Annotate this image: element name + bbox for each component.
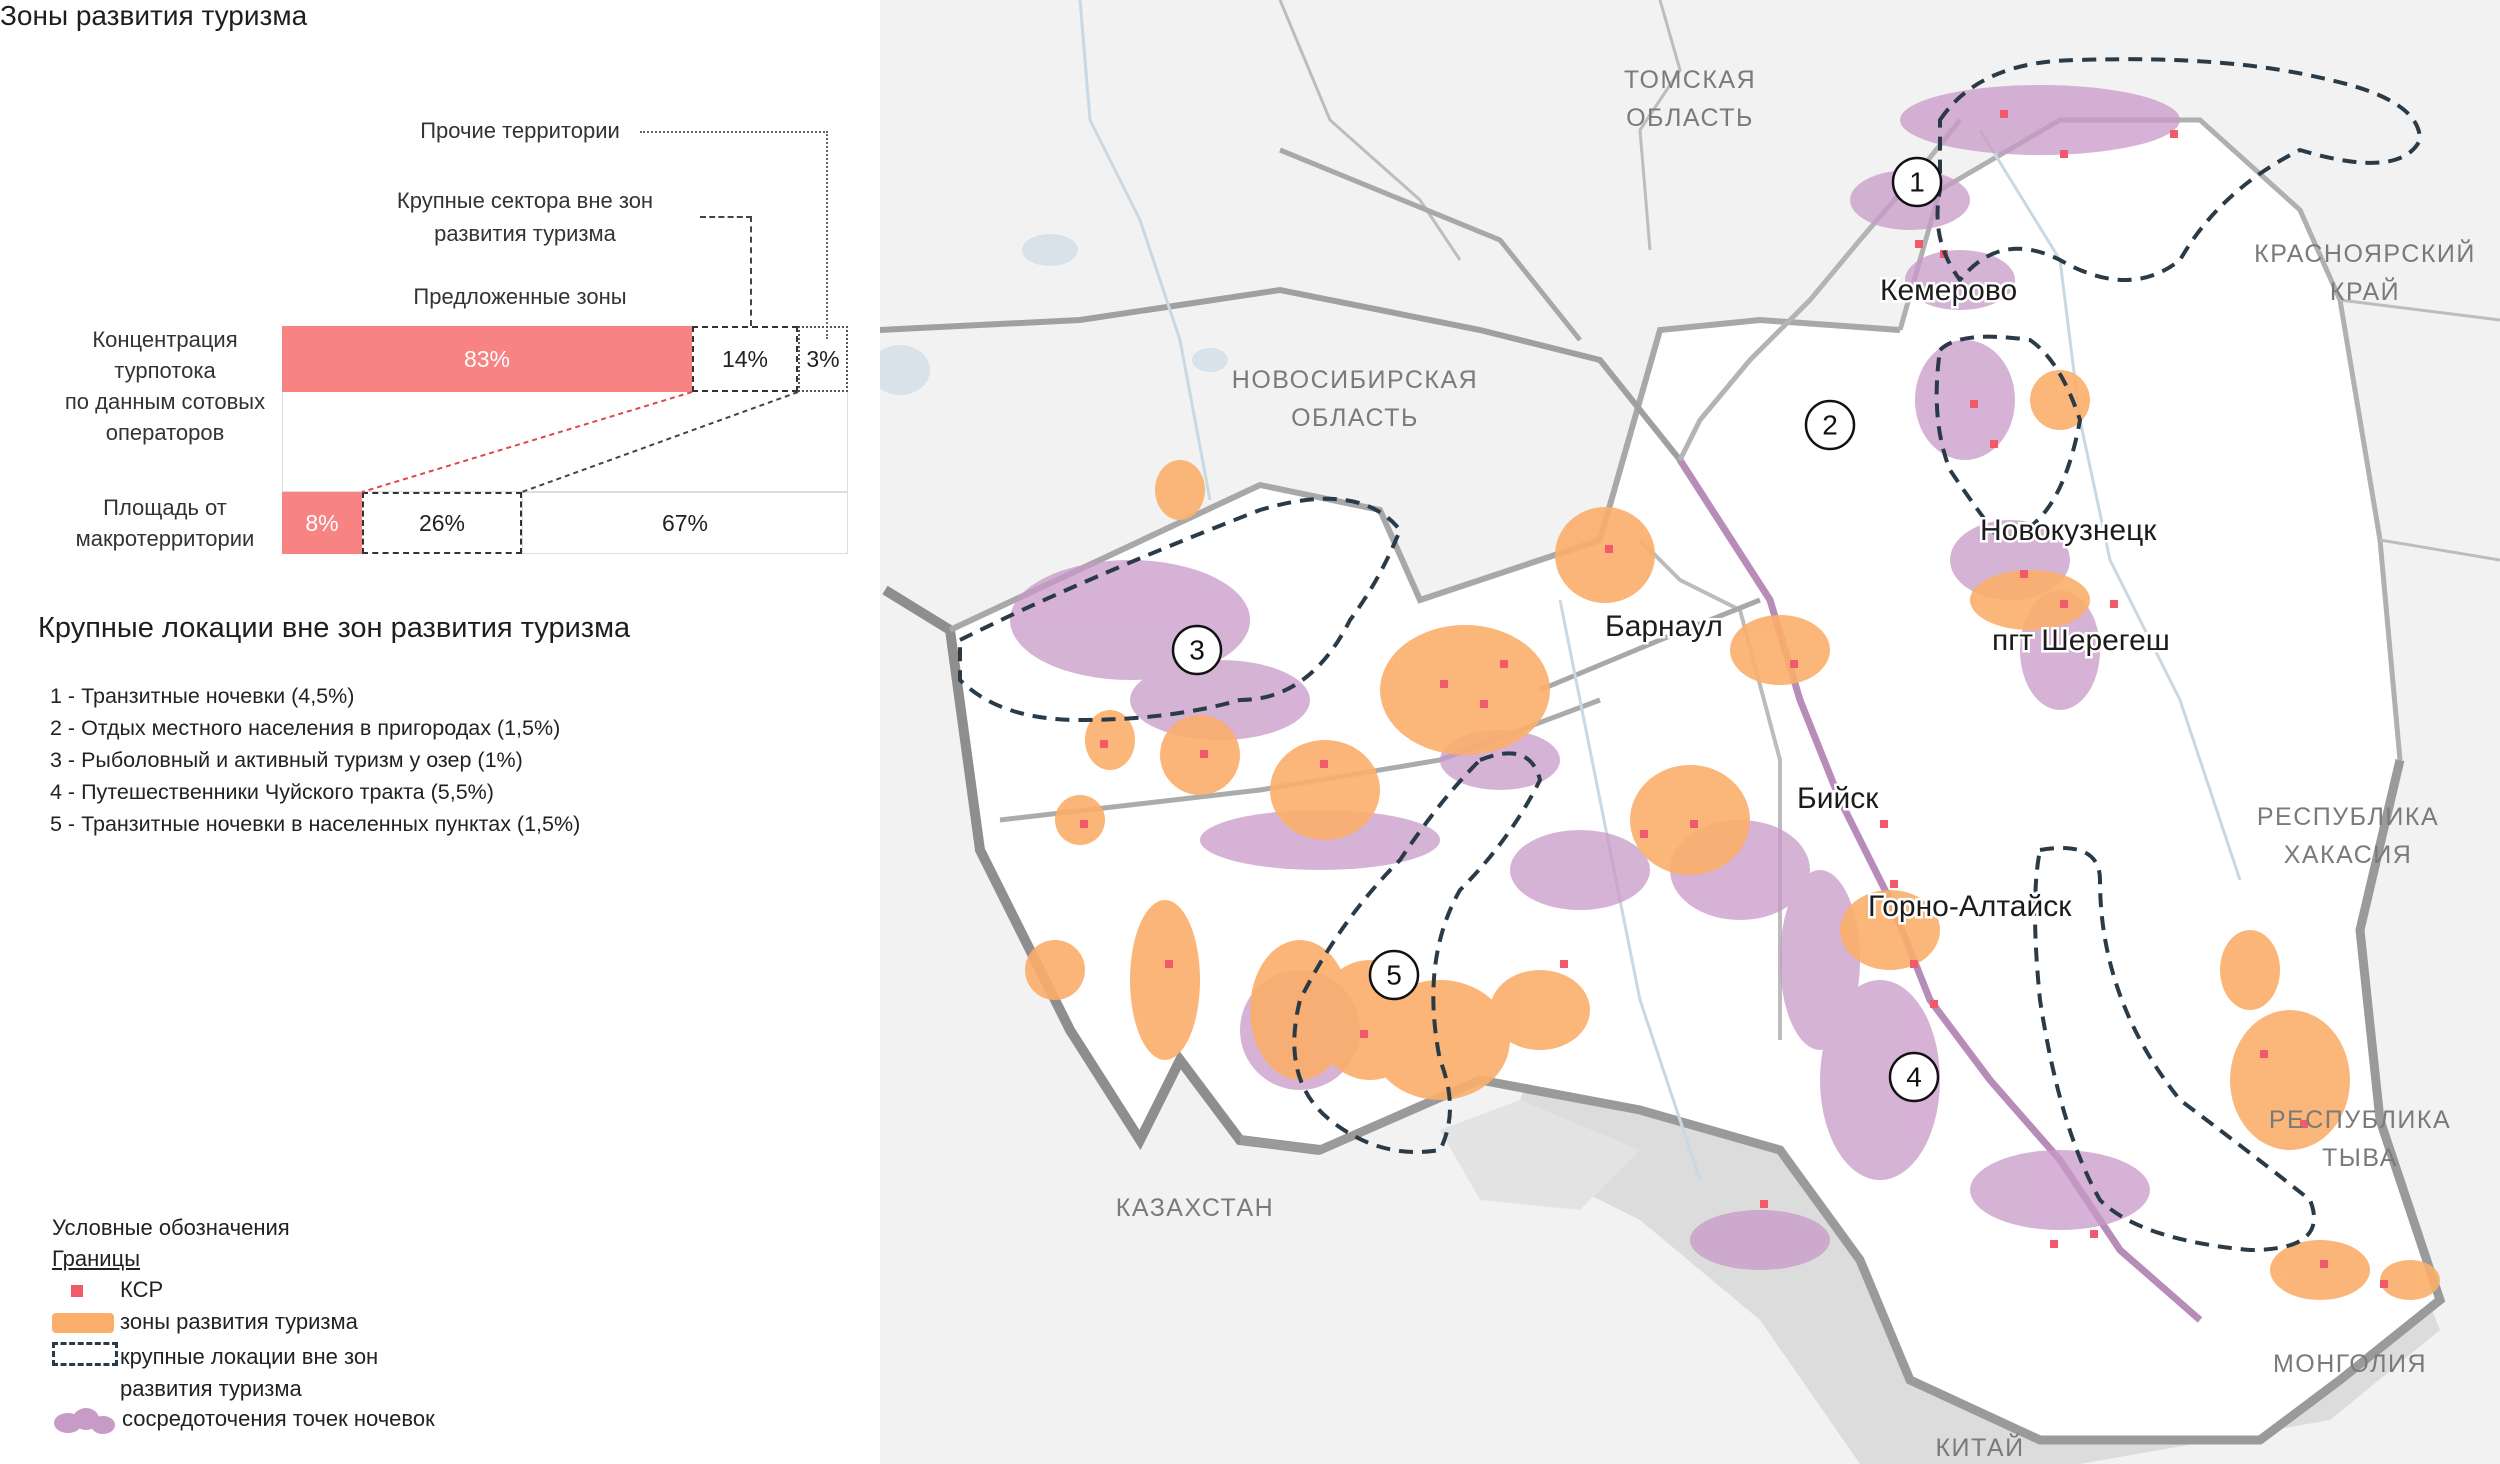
region-label-tomsk: ТОМСКАЯ ОБЛАСТЬ bbox=[1624, 66, 1756, 132]
city-label-novokuznetsk: Новокузнецк bbox=[1980, 514, 2157, 547]
city-label-kemerovo: Кемерово bbox=[1880, 274, 2017, 307]
zone-marker-label: 2 bbox=[1822, 410, 1838, 441]
highway bbox=[1539, 597, 1761, 693]
ksr-square-icon bbox=[71, 1285, 83, 1297]
tourism-zone-swatch bbox=[52, 1313, 114, 1333]
region-border bbox=[1897, 117, 2403, 761]
row-label-flow: Концентрация турпотока по данным сотовых… bbox=[64, 327, 266, 445]
zone-marker-label: 4 bbox=[1906, 1062, 1922, 1093]
city-labels: Кемерово Новокузнецк пгт Шерегеш Барнаул… bbox=[1603, 272, 2173, 926]
outline-zone-5 bbox=[1292, 751, 1543, 1154]
location-item: 2 - Отдых местного населения в пригорода… bbox=[50, 716, 561, 740]
map: 1 2 3 4 5 ТОМСКАЯ ОБЛАСТЬ НОВОСИБИРСКАЯ ОБ… bbox=[880, 0, 2500, 1464]
outside-locations bbox=[958, 57, 2423, 1253]
legend-label: зоны развития туризма bbox=[120, 1309, 358, 1334]
region-border bbox=[1638, 0, 1682, 251]
region-label-khakassia: РЕСПУБЛИКА ХАКАСИЯ bbox=[2257, 803, 2439, 869]
leader-line bbox=[700, 216, 752, 218]
legend-label: сосредоточения точек ночевок bbox=[122, 1406, 435, 1431]
region-border bbox=[2339, 298, 2500, 322]
lake bbox=[1022, 234, 1078, 266]
ksr-points bbox=[1080, 110, 2388, 1288]
outline-zone-3 bbox=[958, 496, 1403, 723]
tourism-zones bbox=[1025, 370, 2440, 1300]
outline-zone-1 bbox=[1935, 57, 2423, 284]
river bbox=[1078, 0, 1212, 501]
outside-sectors-label: Крупные сектора вне зон развития туризма bbox=[396, 188, 654, 246]
zone-marker-5 bbox=[1368, 949, 1420, 1001]
chart-frame bbox=[282, 392, 848, 492]
region-label-krasnoyarsk: КРАСНОЯРСКИЙ КРАЙ bbox=[2254, 238, 2476, 306]
lake bbox=[1192, 348, 1228, 372]
region-border bbox=[1638, 538, 1782, 1040]
bar-area-outside: 26% bbox=[362, 492, 522, 554]
zone-marker-2 bbox=[1804, 399, 1856, 451]
legend-bounds: Границы bbox=[52, 1246, 140, 1271]
zone-markers: 1 2 3 4 5 bbox=[1171, 156, 1943, 1103]
outline-zone-2 bbox=[1934, 334, 2083, 543]
mountain-relief bbox=[1440, 1100, 1640, 1210]
dashed-outline-swatch bbox=[52, 1342, 118, 1366]
outline-zone-4 bbox=[2033, 846, 2316, 1253]
row-label-area: Площадь от макротерритории bbox=[75, 495, 255, 551]
connector-lines bbox=[361, 391, 799, 493]
zone-marker-label: 1 bbox=[1909, 167, 1925, 198]
region-label-mongolia: МОНГОЛИЯ bbox=[2273, 1350, 2427, 1378]
bar-area-proposed: 8% bbox=[282, 492, 362, 554]
region-label-china: КИТАЙ bbox=[1935, 1432, 2024, 1462]
legend-label: крупные локации вне зон развития туризма bbox=[120, 1344, 379, 1401]
location-item: 3 - Рыболовный и активный туризм у озер … bbox=[50, 748, 523, 772]
city-label-biysk: Бийск bbox=[1797, 782, 1879, 815]
proposed-zones-label: Предложенные зоны bbox=[413, 284, 627, 309]
legend-title: Условные обозначения bbox=[52, 1215, 290, 1240]
region-label-novosibirsk: НОВОСИБИРСКАЯ ОБЛАСТЬ bbox=[1232, 366, 1478, 432]
leader-line bbox=[750, 216, 752, 326]
zone-marker-label: 5 bbox=[1386, 960, 1402, 991]
region-labels: ТОМСКАЯ ОБЛАСТЬ НОВОСИБИРСКАЯ ОБЛАСТЬ КРАС… bbox=[1116, 66, 2476, 1462]
zone-marker-4 bbox=[1888, 1051, 1940, 1103]
highway bbox=[880, 286, 1683, 462]
city-label-sheregesh: пгт Шерегеш bbox=[1992, 624, 2170, 657]
region-border bbox=[1278, 0, 1462, 261]
lake bbox=[880, 345, 930, 395]
region-label-tyva: РЕСПУБЛИКА ТЫВА bbox=[2269, 1106, 2451, 1172]
leader-line bbox=[826, 131, 828, 339]
bar-flow-outside: 14% bbox=[692, 326, 798, 392]
highway bbox=[1279, 147, 1582, 342]
bar-flow-proposed: 83% bbox=[282, 326, 692, 392]
city-label-barnaul: Барнаул bbox=[1605, 610, 1723, 643]
legend-label: КСР bbox=[120, 1277, 164, 1302]
region-border bbox=[2379, 538, 2500, 562]
zone-marker-3 bbox=[1171, 624, 1223, 676]
bar-flow-other: 3% bbox=[798, 326, 848, 392]
location-item: 5 - Транзитные ночевки в населенных пунк… bbox=[50, 812, 581, 836]
region-label-kazakhstan: КАЗАХСТАН bbox=[1116, 1194, 1274, 1222]
page-title: Зоны развития туризма bbox=[0, 0, 308, 31]
bar-area-other: 67% bbox=[522, 492, 848, 554]
location-item: 1 - Транзитные ночевки (4,5%) bbox=[50, 684, 355, 708]
leader-line bbox=[640, 131, 828, 133]
region-border bbox=[948, 316, 1901, 633]
location-item: 4 - Путешественники Чуйского тракта (5,5… bbox=[50, 780, 494, 804]
city-label-gorno-altaysk: Горно-Алтайск bbox=[1868, 890, 2072, 923]
zone-marker-1 bbox=[1891, 156, 1943, 208]
night-stay-cluster-icon bbox=[54, 1408, 115, 1434]
state-border bbox=[882, 585, 1321, 1155]
other-territories-label: Прочие территории bbox=[420, 118, 620, 143]
state-border bbox=[1239, 758, 2446, 1445]
zone-marker-label: 3 bbox=[1189, 635, 1205, 666]
river bbox=[1978, 129, 2242, 881]
locations-title: Крупные локации вне зон развития туризма bbox=[38, 612, 631, 644]
